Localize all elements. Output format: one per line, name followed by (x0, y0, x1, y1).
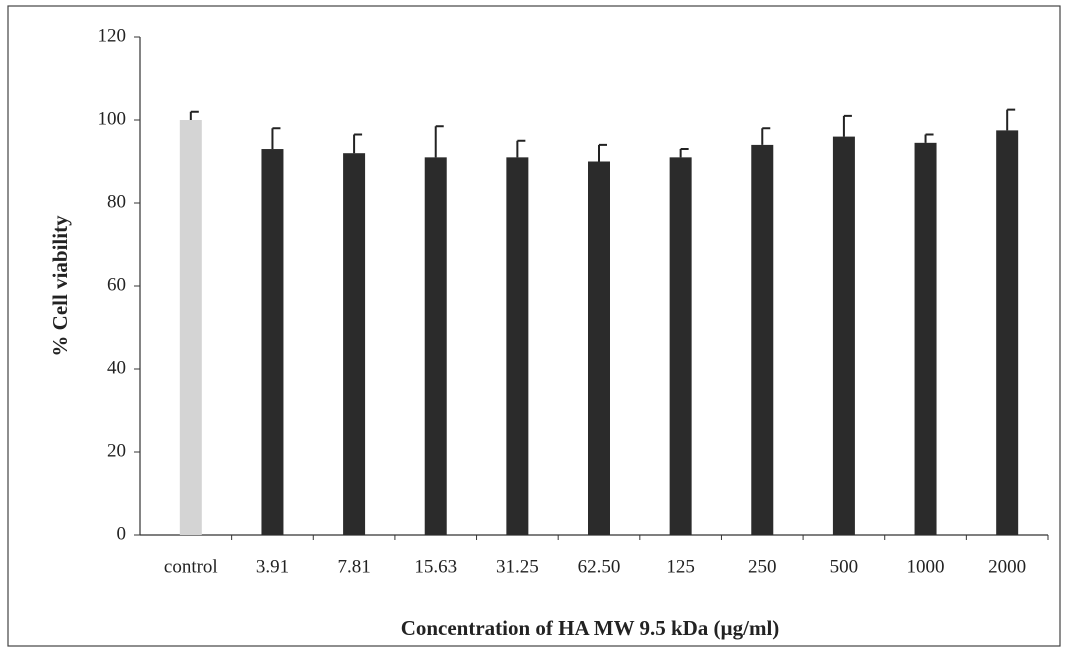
bar (996, 130, 1018, 535)
bar (751, 145, 773, 535)
error-bar (599, 145, 607, 162)
x-tick-label: control (164, 556, 218, 577)
error-bar (762, 128, 770, 145)
error-bar (354, 135, 362, 154)
error-bar (272, 128, 280, 149)
error-bar (191, 112, 199, 120)
x-tick-label: 500 (830, 556, 859, 577)
y-tick-label: 120 (98, 25, 127, 46)
bar (506, 157, 528, 535)
x-tick-label: 31.25 (496, 556, 539, 577)
bar (833, 137, 855, 535)
x-tick-label: 15.63 (414, 556, 457, 577)
bar (915, 143, 937, 535)
error-bar (926, 135, 934, 143)
bar (425, 157, 447, 535)
x-tick-label: 2000 (988, 556, 1026, 577)
y-tick-label: 80 (107, 191, 126, 212)
error-bar (681, 149, 689, 157)
y-tick-label: 20 (107, 440, 126, 461)
y-tick-label: 100 (98, 108, 127, 129)
bar (588, 162, 610, 536)
bar (343, 153, 365, 535)
x-axis-title: Concentration of HA MW 9.5 kDa (µg/ml) (401, 616, 780, 640)
chart: Concentration of HA MW 9.5 kDa (µg/ml) %… (0, 0, 1068, 653)
error-bar (517, 141, 525, 158)
x-tick-label: 7.81 (337, 556, 370, 577)
y-tick-label: 0 (117, 523, 127, 544)
x-tick-label: 125 (666, 556, 695, 577)
x-tick-label: 3.91 (256, 556, 289, 577)
bar (670, 157, 692, 535)
y-axis-title: % Cell viability (48, 215, 72, 357)
error-bar (844, 116, 852, 137)
error-bar (1007, 110, 1015, 131)
y-tick-label: 60 (107, 274, 126, 295)
y-tick-label: 40 (107, 357, 126, 378)
error-bar (436, 126, 444, 157)
x-tick-label: 62.50 (578, 556, 621, 577)
x-tick-label: 1000 (907, 556, 945, 577)
x-tick-label: 250 (748, 556, 777, 577)
bar (180, 120, 202, 535)
frame (8, 6, 1060, 646)
bar (261, 149, 283, 535)
